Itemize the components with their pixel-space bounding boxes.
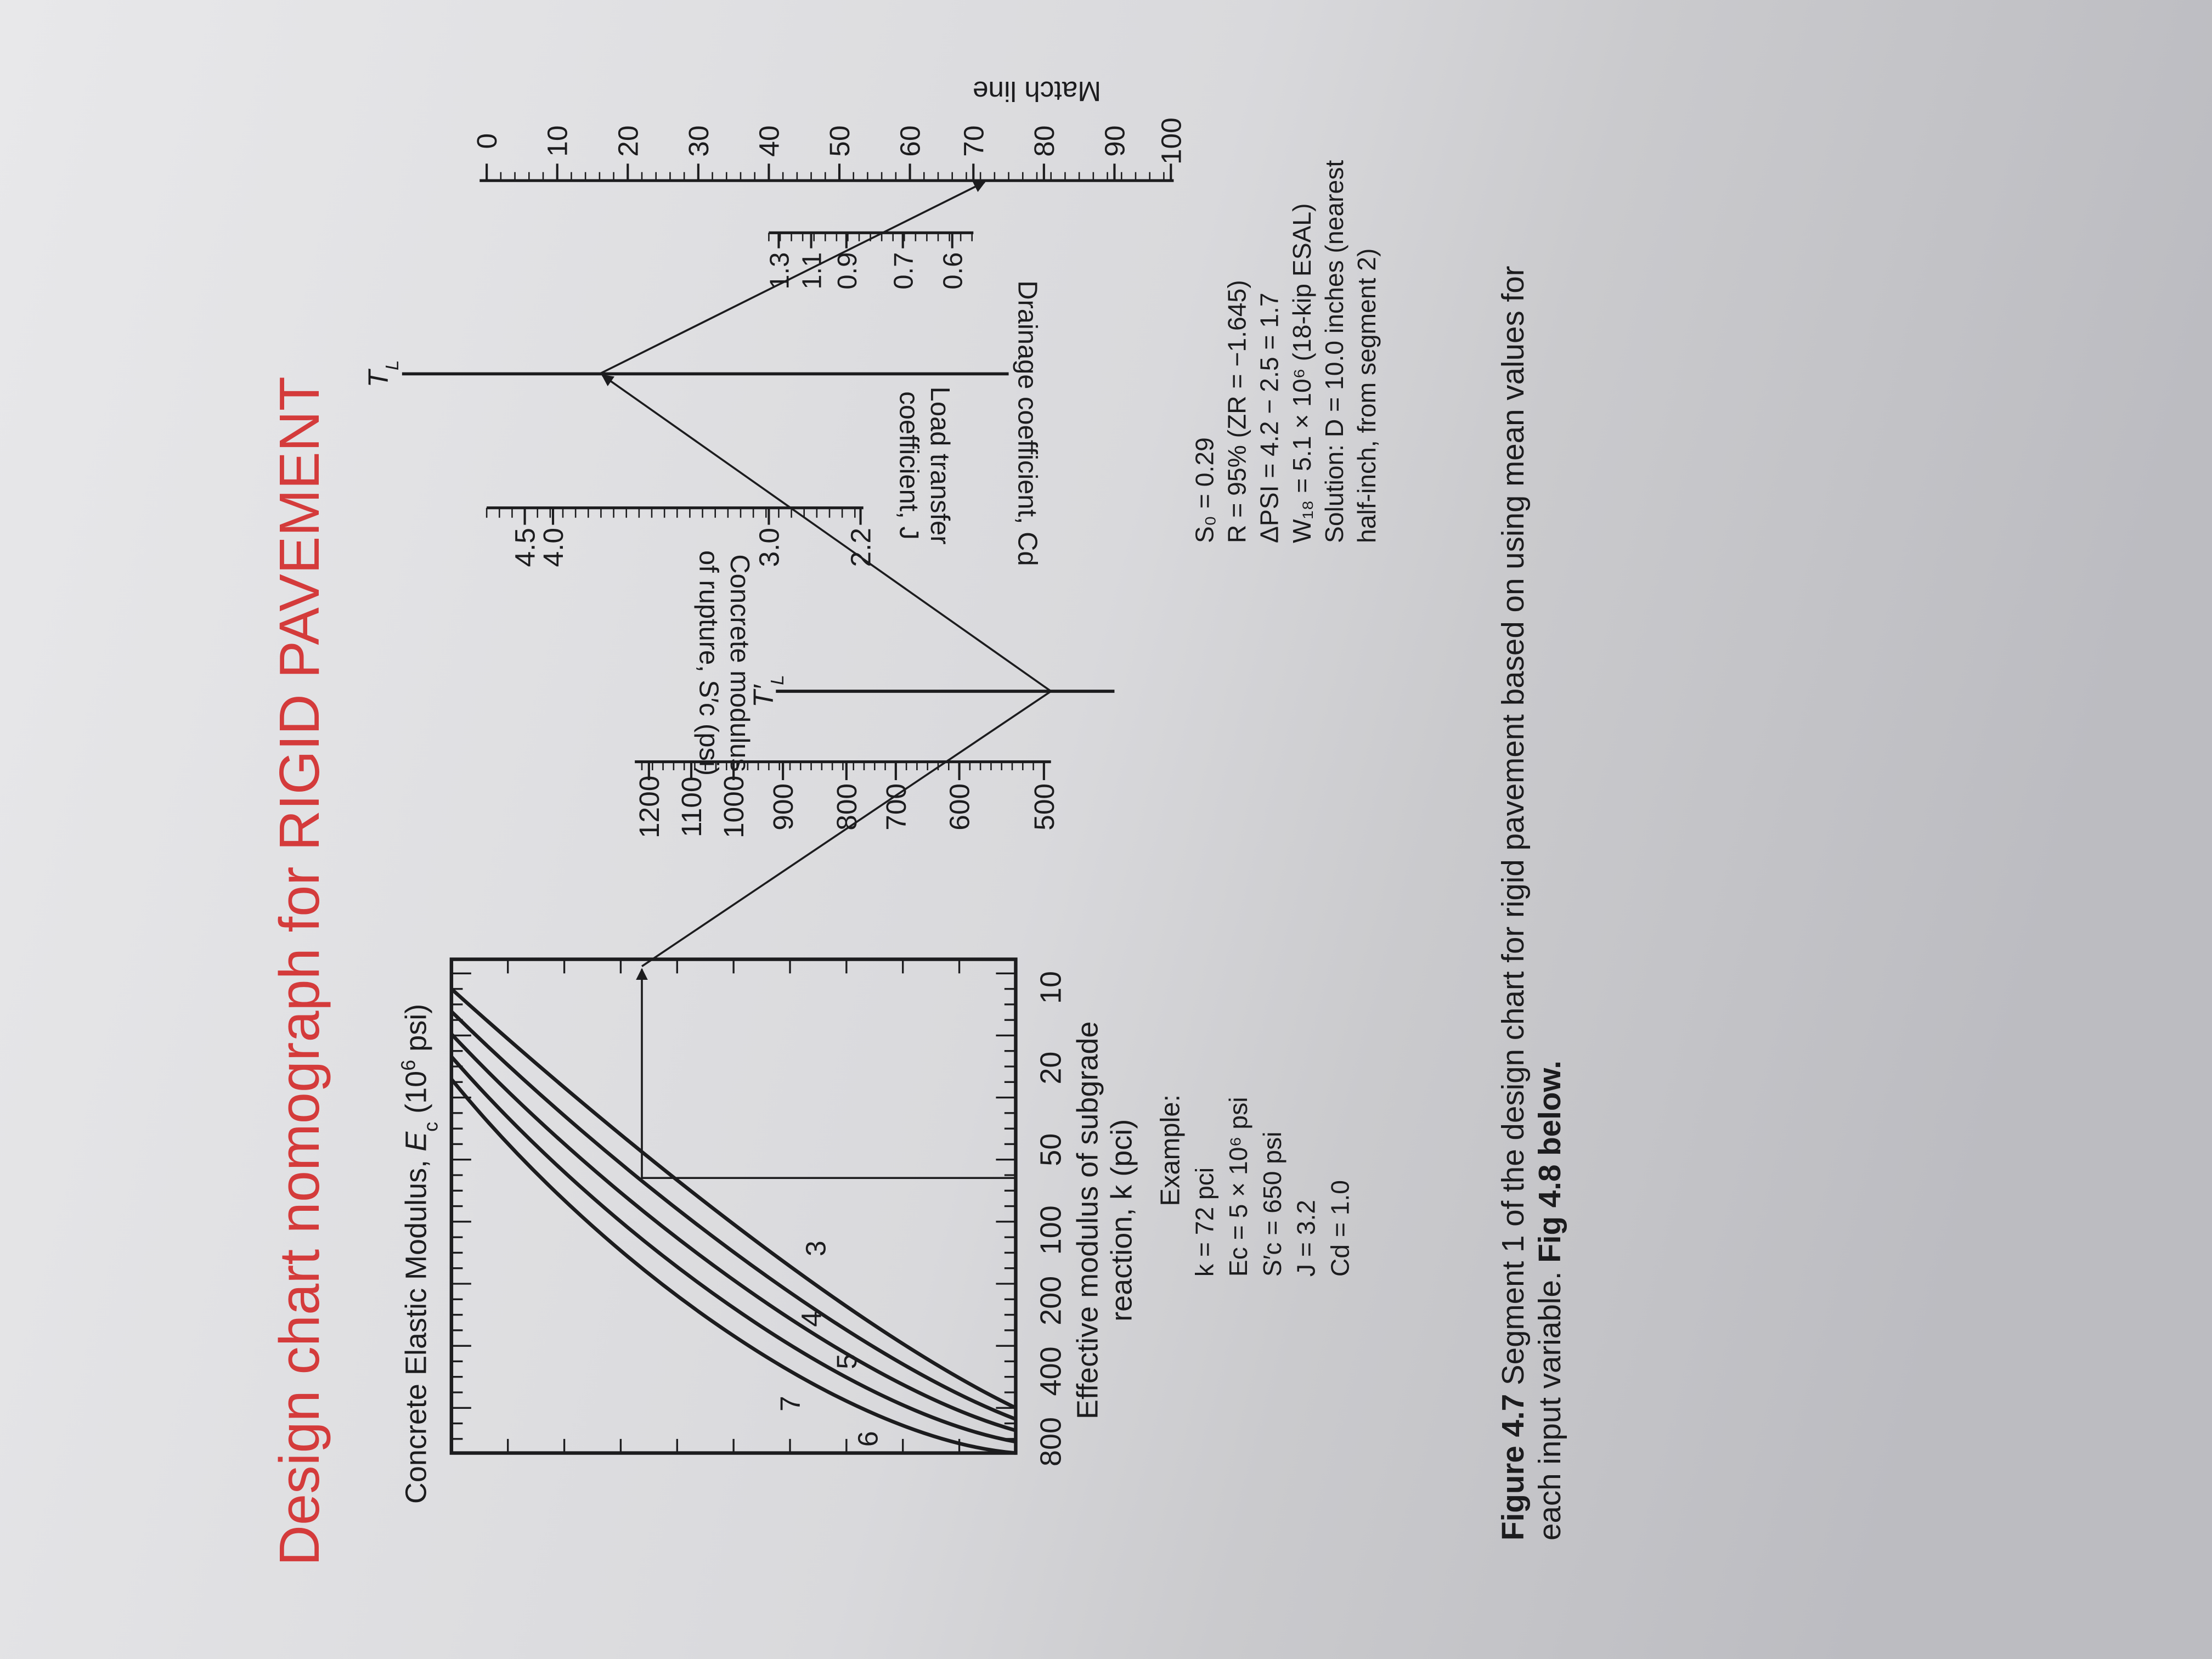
k-tick-label: 400 — [1035, 1346, 1068, 1396]
match-tick-label: 20 — [612, 126, 644, 157]
example-input: J = 3.2 — [1292, 1200, 1321, 1277]
match-tick-label: 70 — [957, 126, 989, 157]
caption-line: Figure 4.7 Segment 1 of the design chart… — [1496, 266, 1530, 1541]
match-tick-label: 40 — [753, 126, 785, 157]
tl-prime-label: T′L — [747, 675, 788, 708]
tl-label-part: T — [362, 368, 394, 387]
example-line: W₁₈ = 5.1 × 10⁶ (18-kip ESAL) — [1288, 203, 1316, 543]
sc-axis-label: of rupture, S′c (psi) — [693, 550, 723, 776]
match-tick-label: 90 — [1098, 126, 1130, 157]
sc-tick-label: 500 — [1028, 783, 1060, 831]
match-tick-label: 50 — [823, 126, 855, 157]
ec-axis-label-part: (10 — [400, 1071, 433, 1122]
cd-tick-label: 1.1 — [798, 252, 827, 290]
ec-axis-label-part: 6 — [397, 1060, 419, 1071]
sc-tick-label: 600 — [944, 783, 975, 831]
curve-label: 3 — [799, 1240, 831, 1256]
example-heading: Example: — [1156, 1094, 1186, 1206]
tl-prime-label-part: L — [768, 675, 788, 685]
caption-text: each input variable. — [1532, 1263, 1567, 1541]
j-tick-label: 4.5 — [509, 528, 541, 567]
example-input: k = 72 pci — [1190, 1167, 1218, 1277]
example-path — [599, 181, 986, 375]
example-input: Cd = 1.0 — [1325, 1180, 1354, 1277]
j-tick-label: 4.0 — [537, 528, 569, 567]
example-line: R = 95% (ZR = −1.645) — [1223, 280, 1251, 543]
ec-axis-label-part: c — [419, 1122, 442, 1132]
k-tick-label: 200 — [1035, 1276, 1068, 1325]
j-tick-label: 2.2 — [845, 528, 877, 567]
example-path — [601, 374, 1052, 692]
sc-tick-label: 900 — [767, 783, 799, 831]
title: Design chart nomograph for RIGID PAVEMEN… — [268, 376, 331, 1566]
cd-tick-label: 0.6 — [939, 252, 968, 290]
caption-label: Figure 4.7 — [1496, 1394, 1530, 1541]
j-axis-label: coefficient, J — [894, 391, 924, 540]
sc-tick-label: 1100 — [675, 777, 707, 838]
caption-line: each input variable. Fig 4.8 below. — [1532, 1060, 1567, 1541]
caption-ref: Fig 4.8 below. — [1532, 1060, 1567, 1263]
match-tick-label: 10 — [541, 126, 573, 157]
ec-curve — [450, 1055, 1017, 1444]
example-line: S₀ = 0.29 — [1190, 437, 1218, 543]
cd-axis-label: Drainage coefficient, Cd — [1013, 280, 1042, 566]
match-tick-label: 30 — [682, 126, 714, 157]
tl-label: TL — [362, 360, 402, 387]
example-path — [636, 968, 1016, 1179]
ec-curve — [450, 988, 1017, 1410]
match-tick-label: 80 — [1028, 126, 1060, 157]
match-tick-label: 100 — [1155, 117, 1187, 165]
k-tick-label: 50 — [1035, 1133, 1068, 1166]
match-label: Match line — [973, 76, 1101, 108]
cd-tick-label: 0.7 — [889, 252, 919, 290]
k-axis-label: Effective modulus of subgrade — [1071, 1022, 1104, 1419]
curve-label: 5 — [831, 1353, 862, 1369]
cd-tick-label: 0.9 — [833, 252, 862, 290]
sc-tick-label: 800 — [831, 783, 862, 831]
j-axis-label: Load transfer — [925, 387, 955, 545]
example-line: ΔPSI = 4.2 − 2.5 = 1.7 — [1255, 292, 1284, 543]
k-tick-label: 10 — [1035, 971, 1068, 1004]
example-line: half-inch, from segment 2) — [1352, 249, 1381, 543]
tl-prime-label-part: T′ — [747, 684, 779, 707]
curve-label: 4 — [795, 1311, 827, 1327]
match-tick-label: 0 — [471, 133, 503, 149]
example-input: Ec = 5 × 10⁶ psi — [1224, 1097, 1252, 1277]
sc-axis-label: Concrete modulus — [725, 554, 754, 771]
tl-label-part: L — [382, 360, 403, 370]
sc-tick-label: 700 — [880, 783, 912, 831]
ec-axis-label: Concrete Elastic Modulus, Ec (106 psi) — [397, 1004, 442, 1504]
example-input: S′c = 650 psi — [1258, 1132, 1286, 1277]
ec-curve — [450, 1032, 1017, 1432]
caption-text: Segment 1 of the design chart for rigid … — [1496, 266, 1530, 1393]
match-tick-label: 60 — [894, 126, 926, 157]
example-line: Solution: D = 10.0 inches (nearest — [1320, 160, 1348, 543]
ec-axis-label-part: psi) — [400, 1004, 433, 1060]
ec-axis-label-part: Concrete Elastic Modulus, — [400, 1152, 433, 1504]
k-tick-label: 100 — [1035, 1205, 1068, 1255]
sc-tick-label: 1200 — [633, 776, 665, 838]
curve-label: 6 — [851, 1431, 883, 1447]
curve-label: 7 — [774, 1396, 806, 1412]
ec-curve — [450, 1078, 1016, 1455]
k-tick-label: 800 — [1035, 1417, 1068, 1466]
sc-tick-label: 1000 — [718, 776, 749, 838]
ec-curve — [450, 1010, 1017, 1421]
k-tick-label: 20 — [1035, 1052, 1068, 1085]
j-tick-label: 3.0 — [753, 528, 785, 567]
ec-axis-label-part: E — [400, 1131, 433, 1152]
k-axis-label: reaction, k (pci) — [1105, 1119, 1138, 1322]
example-path — [641, 690, 1052, 967]
